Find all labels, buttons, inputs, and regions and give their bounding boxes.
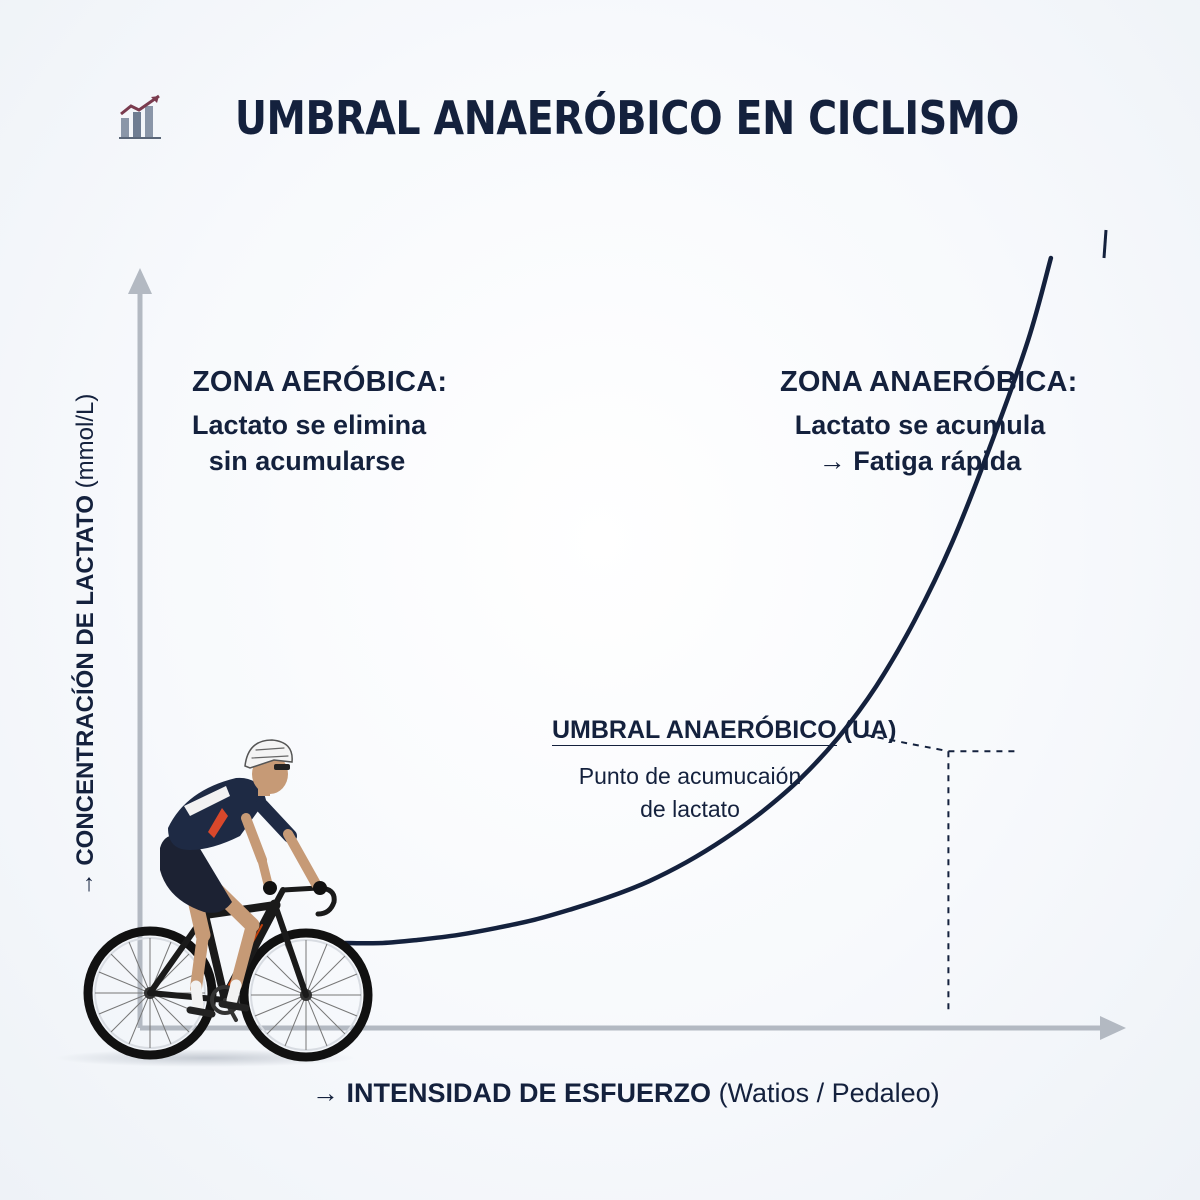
y-axis-label-unit: (mmol/L): [72, 393, 99, 489]
aerobic-zone-title: ZONA AERÓBICA:: [192, 366, 448, 398]
x-axis-label-main: INTENSIDAD DE ESFUERZO: [346, 1078, 712, 1108]
anaerobic-zone-annotation: ZONA ANAERÓBICA: Lactato se acumula → Fa…: [780, 366, 1078, 479]
aerobic-zone-line-1: Lactato se elimina: [192, 410, 427, 440]
chart-title: UMBRAL ANAERÓBICO EN CICLISMO: [234, 91, 1020, 145]
y-axis-label: → CONCENTRACÍÓN DE LACTATO (mmol/L): [72, 394, 100, 897]
anaerobic-zone-title: ZONA ANAERÓBICA:: [780, 366, 1078, 398]
bar-chart-trend-icon: [119, 94, 162, 139]
aerobic-zone-annotation: ZONA AERÓBICA: Lactato se elimina sin ac…: [192, 366, 448, 479]
anaerobic-zone-line-2: → Fatiga rápida: [818, 446, 1022, 476]
threshold-guides: [865, 734, 1018, 1012]
curve-tip-stroke: [1102, 229, 1108, 259]
threshold-leader-line: [865, 734, 949, 753]
aerobic-zone-line-2: sin acumularse: [208, 446, 406, 476]
lactate-curve-line: [342, 255, 1054, 946]
threshold-description-line-2: de lactato: [640, 796, 740, 822]
threshold-description: Punto de acumucaión de lactato: [540, 760, 840, 826]
anaerobic-zone-line-1: Lactato se acumula: [794, 410, 1046, 440]
y-axis-arrow: [128, 268, 152, 294]
chart-title-row: UMBRAL ANAERÓBICO EN CICLISMO: [0, 78, 1200, 158]
y-axis-label-arrow: →: [72, 872, 99, 897]
threshold-label: UMBRAL ANAERÓBICO (UA): [552, 716, 897, 746]
threshold-label-abbr: (UA): [843, 716, 897, 744]
threshold-label-main: UMBRAL ANAERÓBICO: [552, 716, 837, 746]
x-axis-label-unit: (Watios / Pedaleo): [718, 1078, 940, 1108]
anaerobic-zone-description: Lactato se acumula → Fatiga rápida: [780, 407, 1060, 479]
threshold-description-line-1: Punto de acumucaión: [578, 763, 802, 789]
rider: [160, 739, 327, 1018]
x-axis-arrow: [1100, 1016, 1126, 1040]
aerobic-zone-description: Lactato se elimina sin acumularse: [192, 407, 427, 479]
y-axis-label-main: CONCENTRACÍÓN DE LACTATO: [72, 495, 99, 866]
cyclist-illustration: [55, 739, 373, 1067]
x-axis-label-arrow: →: [312, 1078, 339, 1108]
axes: [128, 268, 1126, 1040]
x-axis-label: → INTENSIDAD DE ESFUERZO (Watios / Pedal…: [312, 1078, 940, 1109]
